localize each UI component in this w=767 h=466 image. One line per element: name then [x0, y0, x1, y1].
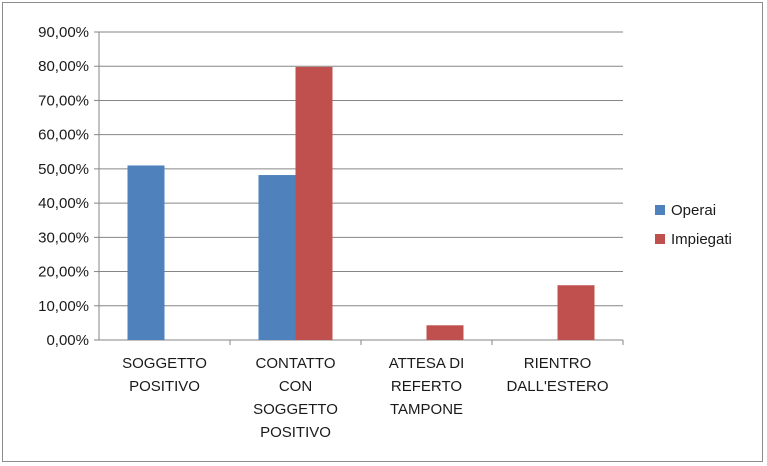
- legend: Operai Impiegati: [655, 202, 732, 248]
- y-tick-label: 20,00%: [38, 264, 89, 281]
- y-tick-label: 10,00%: [38, 298, 89, 315]
- y-tick-label: 50,00%: [38, 161, 89, 178]
- legend-swatch-operai: [655, 205, 665, 215]
- bars: [127, 66, 595, 340]
- gridlines: [99, 31, 623, 307]
- x-category-label: RIENTRO DALL'ESTERO: [506, 355, 608, 395]
- x-category-label: SOGGETTO POSITIVO: [122, 355, 207, 395]
- x-category-label: CONTATTO CON SOGGETTO POSITIVO: [253, 355, 338, 441]
- x-category-label: ATTESA DI REFERTO TAMPONE: [389, 355, 465, 418]
- y-axis-tick-labels: 0,00% 10,00% 20,00% 30,00% 40,00% 50,00% 60,00…: [38, 24, 89, 349]
- bar-impiegati: [557, 285, 595, 340]
- axes: [94, 31, 624, 345]
- y-tick-label: 90,00%: [38, 24, 89, 41]
- bar-impiegati: [295, 66, 333, 340]
- y-tick-label: 0,00%: [46, 332, 89, 349]
- x-axis-category-labels: SOGGETTO POSITIVO CONTATTO CON SOGGETTO POSIT…: [122, 355, 608, 441]
- y-tick-label: 60,00%: [38, 127, 89, 144]
- chart-frame: 0,00% 10,00% 20,00% 30,00% 40,00% 50,00% 60,00…: [2, 2, 763, 462]
- bar-operai: [127, 165, 165, 340]
- y-tick-label: 40,00%: [38, 195, 89, 212]
- legend-swatch-impiegati: [655, 234, 665, 244]
- legend-label-operai: Operai: [671, 202, 716, 219]
- y-tick-label: 70,00%: [38, 92, 89, 109]
- bar-operai: [258, 175, 296, 340]
- legend-label-impiegati: Impiegati: [671, 231, 732, 248]
- bar-impiegati: [426, 325, 464, 340]
- y-tick-label: 80,00%: [38, 58, 89, 75]
- y-tick-label: 30,00%: [38, 229, 89, 246]
- bar-chart: 0,00% 10,00% 20,00% 30,00% 40,00% 50,00% 60,00…: [38, 24, 732, 441]
